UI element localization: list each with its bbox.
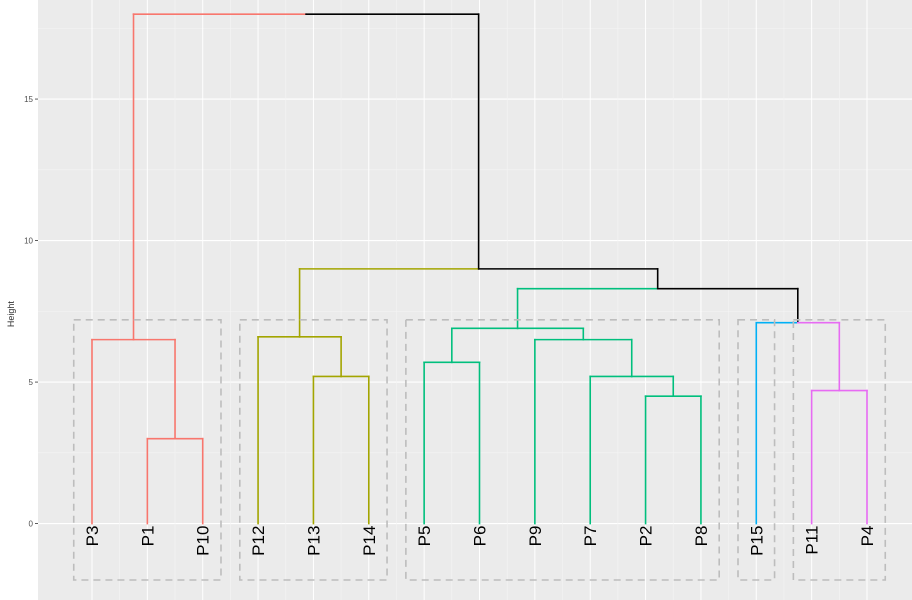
plot-panel [38, 0, 912, 600]
leaf-label: P6 [471, 526, 490, 547]
leaf-label: P9 [526, 526, 545, 547]
leaf-label: P14 [360, 526, 379, 556]
y-tick-label: 5 [29, 378, 34, 387]
leaf-label: P15 [747, 526, 766, 556]
cluster-rect [72, 319, 222, 581]
y-axis-title: Height [6, 301, 16, 328]
cluster-rect [405, 319, 720, 581]
cluster-rect [239, 319, 388, 581]
leaf-label: P11 [803, 526, 822, 555]
leaf-label: P3 [83, 526, 102, 547]
leaf-label: P5 [415, 526, 434, 547]
leaf-label: P12 [249, 526, 268, 556]
leaf-label: P13 [304, 526, 323, 556]
y-tick-label: 10 [24, 237, 33, 246]
cluster-rect [737, 319, 776, 581]
leaf-label: P4 [858, 526, 877, 547]
leaf-label: P10 [194, 526, 213, 556]
cluster-rect [792, 319, 887, 581]
leaf-label: P7 [581, 526, 600, 547]
leaf-label: P1 [138, 526, 157, 547]
leaf-label: P8 [692, 526, 711, 547]
leaf-label: P2 [637, 526, 656, 547]
y-tick-label: 0 [29, 520, 34, 529]
y-tick-label: 15 [24, 95, 33, 104]
